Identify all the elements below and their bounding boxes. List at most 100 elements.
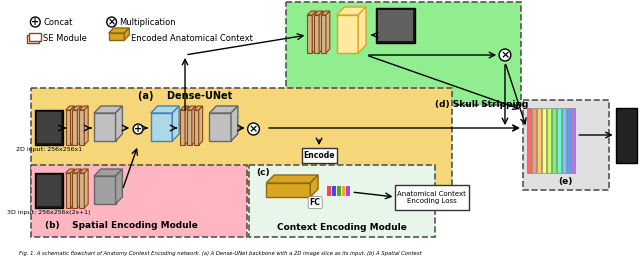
Circle shape — [499, 49, 511, 61]
Polygon shape — [310, 175, 318, 197]
Polygon shape — [194, 110, 198, 145]
Text: ×: × — [249, 124, 258, 134]
Polygon shape — [194, 106, 203, 110]
Polygon shape — [192, 106, 196, 145]
Text: 3D input: 256x256x(2s+1): 3D input: 256x256x(2s+1) — [7, 210, 91, 215]
FancyBboxPatch shape — [537, 108, 541, 173]
FancyBboxPatch shape — [337, 186, 340, 196]
Text: (e): (e) — [559, 177, 573, 186]
Polygon shape — [84, 169, 88, 208]
FancyBboxPatch shape — [342, 186, 346, 196]
Polygon shape — [180, 106, 189, 110]
Text: (c): (c) — [257, 168, 270, 177]
Text: Concat: Concat — [43, 18, 72, 26]
Polygon shape — [77, 106, 81, 145]
Polygon shape — [231, 106, 238, 141]
FancyBboxPatch shape — [29, 33, 41, 41]
Circle shape — [248, 123, 259, 135]
Polygon shape — [321, 11, 330, 15]
Polygon shape — [180, 110, 185, 145]
Polygon shape — [337, 15, 358, 53]
Polygon shape — [319, 11, 323, 53]
FancyBboxPatch shape — [532, 108, 536, 173]
Polygon shape — [77, 169, 81, 208]
Polygon shape — [72, 169, 81, 173]
Polygon shape — [94, 106, 122, 113]
Polygon shape — [314, 11, 323, 15]
Polygon shape — [307, 11, 316, 15]
Text: (d) Skull Stripping: (d) Skull Stripping — [435, 100, 528, 109]
Polygon shape — [314, 15, 319, 53]
Text: (a)    Dense-UNet: (a) Dense-UNet — [138, 91, 232, 101]
Polygon shape — [72, 106, 81, 110]
Text: Fig. 1. A schematic flowchart of Anatomy Context Encoding network. (a) A Dense-U: Fig. 1. A schematic flowchart of Anatomy… — [19, 251, 421, 256]
Polygon shape — [72, 110, 77, 145]
Polygon shape — [124, 28, 129, 40]
Polygon shape — [116, 106, 122, 141]
Circle shape — [31, 17, 40, 27]
Text: Anatomical Context
Encoding Loss: Anatomical Context Encoding Loss — [397, 191, 466, 204]
Polygon shape — [94, 113, 116, 141]
Polygon shape — [116, 169, 122, 204]
FancyBboxPatch shape — [527, 108, 531, 173]
FancyBboxPatch shape — [566, 108, 570, 173]
FancyBboxPatch shape — [37, 175, 61, 206]
FancyBboxPatch shape — [523, 100, 609, 190]
Text: ×: × — [108, 17, 116, 27]
Polygon shape — [185, 106, 189, 145]
Polygon shape — [66, 110, 70, 145]
Polygon shape — [70, 169, 74, 208]
Polygon shape — [66, 173, 70, 208]
Polygon shape — [94, 176, 116, 204]
Polygon shape — [151, 113, 172, 141]
Polygon shape — [79, 169, 88, 173]
Text: FC: FC — [310, 198, 321, 207]
Polygon shape — [312, 11, 316, 53]
Polygon shape — [79, 106, 88, 110]
FancyBboxPatch shape — [286, 2, 520, 105]
Polygon shape — [66, 169, 74, 173]
Polygon shape — [321, 15, 326, 53]
Polygon shape — [172, 106, 179, 141]
Polygon shape — [109, 33, 124, 40]
Polygon shape — [187, 110, 192, 145]
Text: Multiplication: Multiplication — [120, 18, 176, 26]
Polygon shape — [94, 169, 122, 176]
FancyBboxPatch shape — [557, 108, 561, 173]
Circle shape — [107, 17, 116, 27]
Polygon shape — [79, 110, 84, 145]
Polygon shape — [209, 106, 238, 113]
Polygon shape — [326, 11, 330, 53]
Polygon shape — [209, 113, 231, 141]
FancyBboxPatch shape — [542, 108, 546, 173]
FancyBboxPatch shape — [572, 108, 575, 173]
FancyBboxPatch shape — [28, 35, 39, 43]
Polygon shape — [70, 106, 74, 145]
Text: 2D input: 256x256x1: 2D input: 256x256x1 — [16, 147, 82, 152]
FancyBboxPatch shape — [303, 148, 337, 163]
FancyBboxPatch shape — [248, 165, 435, 237]
Polygon shape — [84, 106, 88, 145]
FancyBboxPatch shape — [547, 108, 551, 173]
FancyBboxPatch shape — [37, 112, 61, 143]
Polygon shape — [307, 15, 312, 53]
FancyBboxPatch shape — [332, 186, 336, 196]
FancyBboxPatch shape — [562, 108, 566, 173]
FancyBboxPatch shape — [378, 10, 413, 41]
Polygon shape — [358, 7, 366, 53]
Text: (b)    Spatial Encoding Module: (b) Spatial Encoding Module — [45, 221, 198, 230]
FancyBboxPatch shape — [35, 173, 63, 208]
Text: Encode: Encode — [303, 150, 335, 160]
Text: ×: × — [500, 50, 509, 60]
FancyBboxPatch shape — [35, 110, 63, 145]
Polygon shape — [187, 106, 196, 110]
Text: +: + — [31, 17, 40, 27]
Polygon shape — [109, 28, 129, 33]
FancyBboxPatch shape — [31, 88, 452, 203]
FancyBboxPatch shape — [31, 165, 246, 237]
Text: Context Encoding Module: Context Encoding Module — [276, 223, 406, 232]
FancyBboxPatch shape — [616, 108, 637, 163]
Polygon shape — [151, 106, 179, 113]
FancyBboxPatch shape — [327, 186, 331, 196]
FancyBboxPatch shape — [396, 185, 468, 210]
